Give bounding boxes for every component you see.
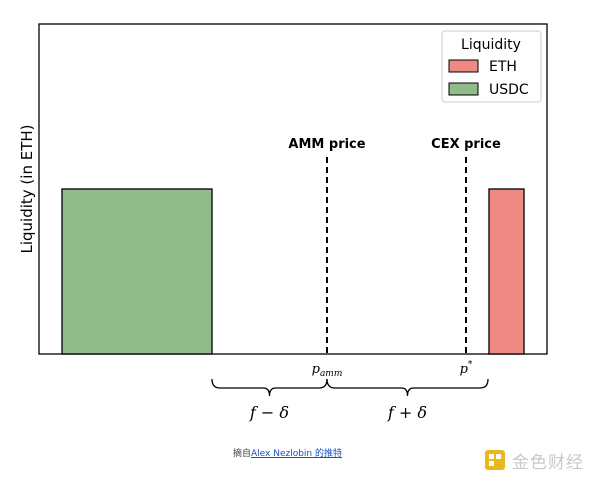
- x-tick-label-2: p*: [460, 360, 473, 377]
- watermark-text: 金色财经: [512, 452, 584, 473]
- legend-label-usdc: USDC: [489, 82, 529, 98]
- legend-swatch-eth: [448, 59, 479, 73]
- legend-title: Liquidity: [461, 37, 521, 53]
- brace-label-2: f + δ: [387, 403, 427, 422]
- brace-2: [326, 378, 489, 397]
- source-link[interactable]: Alex Nezlobin 的推特: [251, 449, 343, 459]
- watermark-logo-icon: [485, 450, 505, 470]
- chart-marks: AMM price pamm CEX price p* f − δ f + δ: [61, 137, 525, 422]
- source-caption: 摘自Alex Nezlobin 的推特: [0, 446, 575, 459]
- legend-swatch-usdc: [448, 82, 479, 96]
- price-line-label-1: AMM price: [288, 137, 365, 152]
- brace-1: [211, 378, 328, 397]
- y-axis-label: Liquidity (in ETH): [18, 124, 36, 253]
- bar-usdc: [61, 188, 213, 355]
- watermark: 金色财经: [484, 449, 584, 473]
- price-line-label-2: CEX price: [431, 137, 501, 152]
- legend-label-eth: ETH: [489, 59, 517, 75]
- x-tick-label-1: pamm: [312, 362, 343, 379]
- legend: Liquidity ETH USDC: [441, 30, 542, 103]
- caption-prefix: 摘自: [232, 449, 251, 459]
- brace-label-1: f − δ: [249, 403, 289, 422]
- chart: Liquidity (in ETH) AMM price pamm CEX pric…: [18, 23, 548, 422]
- bar-eth: [488, 188, 525, 355]
